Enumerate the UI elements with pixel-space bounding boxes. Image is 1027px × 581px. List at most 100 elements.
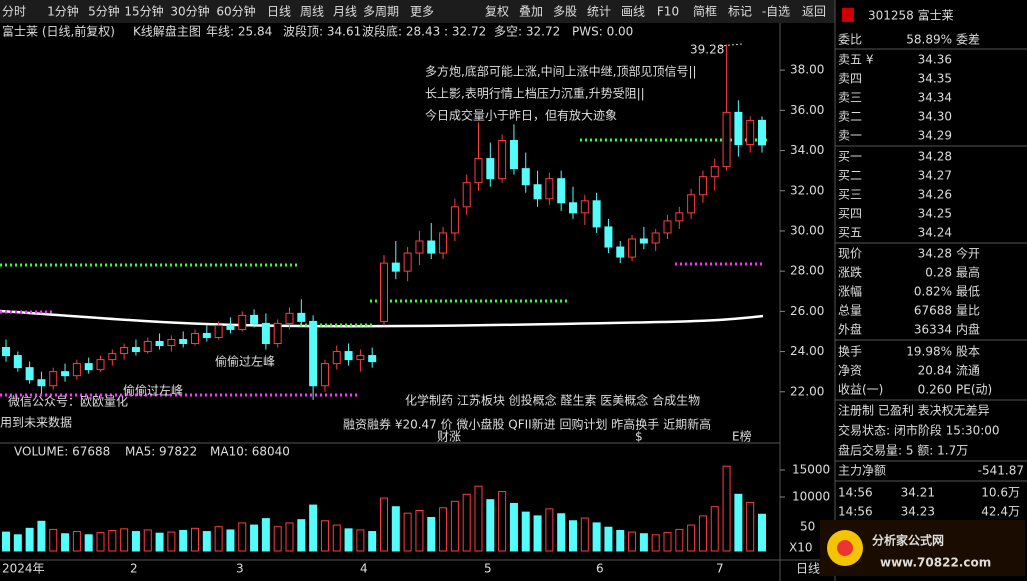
volume-bar [580,517,589,552]
candle-body [61,371,70,377]
candle-body [72,363,81,377]
high-label: 39.28 [690,43,724,57]
quote-tag: PE(动) [956,383,992,397]
book-price: 34.35 [918,72,952,86]
indicator-label: K线解盘主图 [133,24,201,39]
period-tab[interactable]: 更多 [410,5,434,19]
period-tab[interactable]: 多周期 [363,5,399,19]
period-tab[interactable]: 15分钟 [124,4,163,19]
volume-label: VOLUME: 67688 [14,445,110,459]
candle-body [84,363,93,371]
volume-bar [592,522,601,552]
logo-url: www.70822.com [880,556,991,570]
tool-button[interactable]: 统计 [587,5,611,19]
tool-button[interactable]: 返回 [802,5,826,19]
candle-body [521,168,530,186]
volume-bar [758,513,766,552]
candle-body [191,332,199,345]
candle-body [356,355,365,361]
book-price: 34.36 [918,53,952,67]
volume-bar [498,491,507,552]
indicator-label: 年线: 25.84 [206,25,272,39]
book-price: 34.26 [918,188,952,202]
flow-label: 主力净额 [838,464,886,478]
quote-label: 换手 [838,345,862,359]
book-label: 买四 [838,207,862,221]
candle-body [143,341,152,353]
period-tab[interactable]: 60分钟 [216,4,255,19]
book-price: 34.29 [918,129,952,143]
period-tab[interactable]: 周线 [300,5,324,19]
volume-bar [72,531,81,552]
quote-value: 36334 [914,323,952,337]
volume-bar [261,518,270,552]
book-price: 34.25 [918,207,952,221]
period-tab[interactable]: 5分钟 [88,4,120,19]
candle-body [746,119,755,146]
tool-button[interactable]: 画线 [621,5,645,19]
tool-button[interactable]: 复权 [485,5,509,19]
candle-body [179,338,188,345]
candle-body [462,182,471,208]
candle-body [651,232,660,244]
candle-body [486,158,495,180]
volume-bar [297,519,306,552]
quote-label: 总量 [838,304,862,318]
status-line: 交易状态: 闭市阶段 15:30:00 [838,423,1000,438]
candle-body [628,238,637,258]
quote-tag: 流通 [956,364,980,378]
volume-bar [675,528,684,552]
volume-bar [368,531,377,552]
candle-body [273,322,282,345]
candle-body [439,232,448,254]
signal-label: 偷偷过左峰 [215,354,275,369]
book-label: 卖三 [838,91,862,105]
volume-bar [332,524,341,552]
indicator-label: 多空: 32.72 [494,25,560,39]
book-price: 34.34 [918,91,952,105]
indicator-label: PWS: 0.00 [572,25,633,39]
y-tick-label: 22.00 [790,384,824,398]
candle-body [710,166,719,178]
candle-body [592,200,601,228]
period-tab[interactable]: 30分钟 [170,4,209,19]
period-label: 日线 [796,562,820,576]
tool-button[interactable]: F10 [657,5,679,19]
volume-bar [273,526,282,552]
quote-value: 19.98% [906,345,952,359]
date-label: 5 [484,562,492,576]
volume-bar [226,529,235,552]
volume-bar [391,506,400,552]
volume-bar [569,520,577,552]
quote-value: 0.28 [925,266,952,280]
volume-bar [746,501,755,552]
period-tab[interactable]: 月线 [333,5,357,19]
status-line: 注册制 已盈利 表决权无差异 [838,403,990,418]
volume-bar [49,528,58,552]
volume-bar [545,508,554,552]
candle-body [49,371,58,387]
quote-label: 现价 [838,247,862,261]
tool-button[interactable]: 叠加 [519,5,543,19]
volume-bar [403,512,412,552]
tool-button[interactable]: 标记 [728,5,752,19]
tool-button[interactable]: -自选 [762,5,790,19]
book-label: 买五 [838,226,862,240]
tool-button[interactable]: 简框 [693,5,717,19]
volume-bar [250,524,259,552]
candle-body [238,314,247,330]
period-tab[interactable]: 日线 [267,5,291,19]
y-tick-label: 32.00 [790,183,824,197]
candle-body [108,353,117,361]
volume-bar [533,515,542,552]
period-tab[interactable]: 分时 [2,5,26,19]
candle-body [545,178,554,200]
quote-tag: 量比 [956,304,980,318]
candle-body [131,347,140,353]
tool-button[interactable]: 多股 [553,5,577,19]
book-label: 买一 [838,150,862,164]
candle-body [37,379,46,387]
candle-body [13,355,22,369]
period-tab[interactable]: 1分钟 [47,4,79,19]
